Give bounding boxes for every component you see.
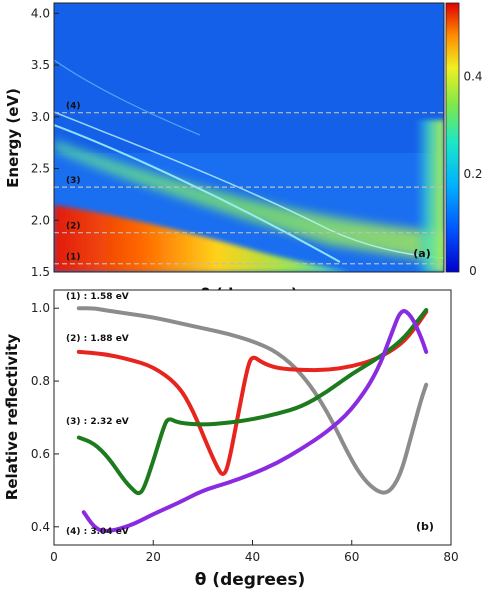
reflectivity-y-tick-label: 0.6 [31, 447, 50, 461]
heatmap-y-tick-label: 3.5 [31, 58, 50, 72]
reflectivity-y-ticks: 0.4 0.6 0.8 1.0 [31, 301, 59, 534]
reflectivity-x-tick-label: 20 [146, 550, 161, 564]
panel-b-label: (b) [416, 520, 434, 533]
reflectivity-series-labels: (1) : 1.58 eV (2) : 1.88 eV (3) : 2.32 eV (… [66, 292, 129, 537]
colorbar-tick-label: 0.2 [463, 167, 482, 181]
heatmap-y-tick-label: 4.0 [31, 6, 50, 20]
reference-line-labels: (1) (2) (3) (4) [66, 102, 81, 263]
colorbar-ticks: 0 0.2 0.4 [463, 69, 482, 278]
reflectivity-x-tick-label: 0 [50, 550, 58, 564]
reflectivity-x-tick-label: 80 [443, 550, 458, 564]
reflectivity-x-ticks: 0 20 40 60 80 [50, 540, 459, 564]
heatmap-frame [53, 2, 445, 273]
heatmap-y-ticks: 1.5 2.0 2.5 3.0 3.5 4.0 [31, 6, 59, 279]
heatmap-right-edge-glow [415, 120, 444, 272]
reference-lines [54, 112, 444, 265]
colorbar [445, 2, 460, 273]
reflectivity-y-tick-label: 0.4 [31, 520, 50, 534]
reflectivity-y-tick-label: 1.0 [31, 301, 50, 315]
reflectivity-series-line [76, 306, 429, 495]
reflectivity-x-tick-label: 60 [344, 550, 359, 564]
reflectivity-y-tick-label: 0.8 [31, 374, 50, 388]
heatmap-upper-region [54, 3, 444, 153]
heatmap-green-region [54, 140, 444, 262]
colorbar-tick-label: 0.4 [463, 69, 482, 83]
reflectivity-panel: 0 20 40 60 80 0.4 0.6 0.8 1.0 (1) : 1.58 eV (2) … [3, 289, 459, 590]
heatmap-mode-line-3 [54, 59, 201, 136]
heatmap-panel: 1.5 2.0 2.5 3.0 3.5 4.0 (1) (2) (3) (4) (a) Ener… [4, 2, 483, 303]
heatmap-high-reflectivity-band [54, 205, 350, 272]
reflectivity-y-axis-label: Relative reflectivity [3, 334, 21, 501]
reflectivity-series [76, 306, 429, 533]
reflectivity-series-label: (1) : 1.58 eV [66, 292, 129, 302]
reference-line-label: (1) [66, 253, 81, 263]
reference-line-label: (4) [66, 102, 81, 112]
heatmap-mode-line-2 [54, 111, 444, 259]
reflectivity-series-label: (4) : 3.04 eV [66, 527, 129, 537]
reflectivity-x-axis-label: θ (degrees) [195, 570, 306, 590]
reflectivity-x-tick-label: 40 [245, 550, 260, 564]
reference-line-label: (3) [66, 176, 81, 186]
heatmap-y-axis-label: Energy (eV) [4, 88, 22, 188]
heatmap-mode-line-1 [54, 124, 341, 263]
heatmap-y-tick-label: 1.5 [31, 265, 50, 279]
heatmap-y-tick-label: 2.0 [31, 213, 50, 227]
reflectivity-series-line [76, 309, 429, 476]
panel-a-label: (a) [413, 247, 430, 260]
reflectivity-series-label: (2) : 1.88 eV [66, 334, 129, 344]
reflectivity-series-label: (3) : 2.32 eV [66, 417, 129, 427]
reflectivity-series-line [81, 309, 429, 533]
reflectivity-series-line [76, 308, 429, 496]
heatmap-y-tick-label: 2.5 [31, 162, 50, 176]
heatmap-y-tick-label: 3.0 [31, 110, 50, 124]
colorbar-tick-label: 0 [469, 264, 477, 278]
reference-line-label: (2) [66, 222, 81, 232]
